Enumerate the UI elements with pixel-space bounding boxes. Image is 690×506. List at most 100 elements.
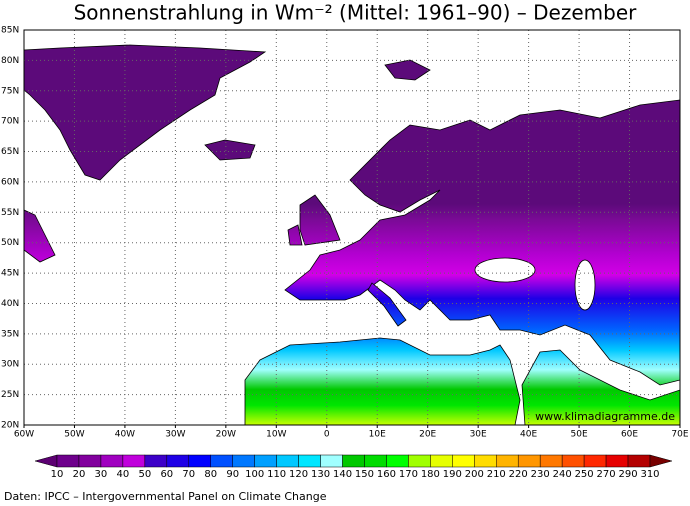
colorbar-label: 200 bbox=[465, 469, 484, 480]
eurasia bbox=[284, 99, 680, 386]
lat-tick-label: 85N bbox=[1, 26, 19, 36]
lon-tick-label: 60E bbox=[621, 430, 638, 440]
colorbar-segment bbox=[254, 454, 277, 468]
colorbar-segment bbox=[517, 454, 541, 468]
colorbar-segment bbox=[78, 454, 102, 468]
colorbar-label: 60 bbox=[160, 469, 173, 480]
lat-tick-label: 75N bbox=[1, 86, 19, 96]
colorbar-label: 160 bbox=[377, 469, 396, 480]
lat-tick-label: 50N bbox=[1, 238, 19, 248]
colorbar-segment bbox=[539, 454, 563, 468]
lon-tick-label: 30E bbox=[470, 430, 487, 440]
land bbox=[24, 44, 680, 425]
labrador bbox=[24, 209, 56, 263]
lat-tick-label: 45N bbox=[1, 269, 19, 279]
ireland bbox=[287, 224, 303, 246]
colorbar-label: 290 bbox=[618, 469, 637, 480]
colorbar-label: 10 bbox=[51, 469, 64, 480]
lon-tick-label: 30W bbox=[165, 430, 185, 440]
lat-tick-label: 25N bbox=[1, 390, 19, 400]
colorbar-label: 50 bbox=[138, 469, 151, 480]
lat-tick-label: 60N bbox=[1, 177, 19, 187]
lon-tick-label: 40W bbox=[115, 430, 135, 440]
title: Sonnenstrahlung in Wm⁻² (Mittel: 1961–90… bbox=[74, 1, 638, 25]
lat-tick-label: 70N bbox=[1, 117, 19, 127]
colorbar-segment bbox=[342, 454, 365, 468]
colorbar-segment bbox=[188, 454, 211, 468]
colorbar-triangle bbox=[34, 454, 58, 468]
colorbar-segment bbox=[144, 454, 168, 468]
colorbar-segment bbox=[320, 454, 343, 468]
caspian-sea bbox=[574, 259, 596, 311]
lon-tick-label: 20E bbox=[419, 430, 436, 440]
colorbar: 10 20 30 40 50 60 70 80 90 100 110 120 130 140 150 160 1… bbox=[34, 454, 673, 480]
colorbar-label: 170 bbox=[399, 469, 418, 480]
colorbar-segment bbox=[210, 454, 233, 468]
arabia bbox=[521, 349, 680, 425]
colorbar-label: 310 bbox=[640, 469, 659, 480]
colorbar-segment bbox=[496, 454, 519, 468]
colorbar-segment bbox=[408, 454, 431, 468]
lon-tick-label: 10E bbox=[369, 430, 386, 440]
colorbar-label: 150 bbox=[355, 469, 374, 480]
italy bbox=[367, 282, 407, 327]
lon-tick-label: 20W bbox=[216, 430, 236, 440]
colorbar-segment bbox=[122, 454, 146, 468]
colorbar-segment bbox=[452, 454, 475, 468]
colorbar-segment bbox=[298, 454, 321, 468]
colorbar-label: 220 bbox=[509, 469, 528, 480]
colorbar-segment bbox=[276, 454, 299, 468]
colorbar-label: 100 bbox=[245, 469, 264, 480]
africa bbox=[244, 337, 521, 425]
colorbar-label: 180 bbox=[421, 469, 440, 480]
lat-tick-label: 65N bbox=[1, 147, 19, 157]
colorbar-label: 190 bbox=[443, 469, 462, 480]
lon-tick-label: 10W bbox=[266, 430, 286, 440]
colorbar-label: 70 bbox=[182, 469, 195, 480]
colorbar-label: 110 bbox=[267, 469, 286, 480]
colorbar-segment bbox=[474, 454, 497, 468]
lat-tick-label: 30N bbox=[1, 360, 19, 370]
black-sea bbox=[474, 257, 536, 283]
colorbar-segment bbox=[56, 454, 80, 468]
lat-tick-label: 55N bbox=[1, 208, 19, 218]
colorbar-triangle bbox=[649, 454, 673, 468]
lon-tick-label: 50W bbox=[64, 430, 84, 440]
colorbar-segment bbox=[364, 454, 387, 468]
colorbar-label: 270 bbox=[597, 469, 616, 480]
colorbar-segment bbox=[605, 454, 629, 468]
lon-tick-label: 50E bbox=[571, 430, 588, 440]
colorbar-segment bbox=[430, 454, 453, 468]
lat-tick-label: 35N bbox=[1, 329, 19, 339]
iceland bbox=[204, 139, 256, 161]
greenland bbox=[24, 44, 267, 181]
colorbar-label: 20 bbox=[73, 469, 86, 480]
britain bbox=[299, 194, 341, 246]
colorbar-label: 240 bbox=[553, 469, 572, 480]
colorbar-label: 30 bbox=[95, 469, 108, 480]
colorbar-segment bbox=[583, 454, 607, 468]
watermark: www.klimadiagramme.de bbox=[535, 410, 675, 423]
colorbar-label: 40 bbox=[117, 469, 130, 480]
colorbar-segment bbox=[100, 454, 124, 468]
colorbar-segment bbox=[561, 454, 585, 468]
colorbar-label: 130 bbox=[311, 469, 330, 480]
lon-tick-label: 60W bbox=[14, 430, 34, 440]
colorbar-label: 90 bbox=[226, 469, 239, 480]
colorbar-label: 230 bbox=[531, 469, 550, 480]
colorbar-label: 250 bbox=[575, 469, 594, 480]
lon-tick-label: 0 bbox=[324, 430, 330, 440]
map-frame bbox=[23, 29, 681, 426]
colorbar-label: 120 bbox=[289, 469, 308, 480]
colorbar-segment bbox=[166, 454, 190, 468]
colorbar-label: 210 bbox=[487, 469, 506, 480]
colorbar-segment bbox=[232, 454, 255, 468]
lon-tick-label: 40E bbox=[520, 430, 537, 440]
lat-tick-label: 80N bbox=[1, 56, 19, 66]
colorbar-segment bbox=[386, 454, 409, 468]
lat-tick-label: 40N bbox=[1, 299, 19, 309]
source: Daten: IPCC – Intergovernmental Panel on… bbox=[4, 490, 327, 503]
lon-tick-label: 70E bbox=[671, 430, 688, 440]
lat-tick-label: 20N bbox=[1, 421, 19, 431]
